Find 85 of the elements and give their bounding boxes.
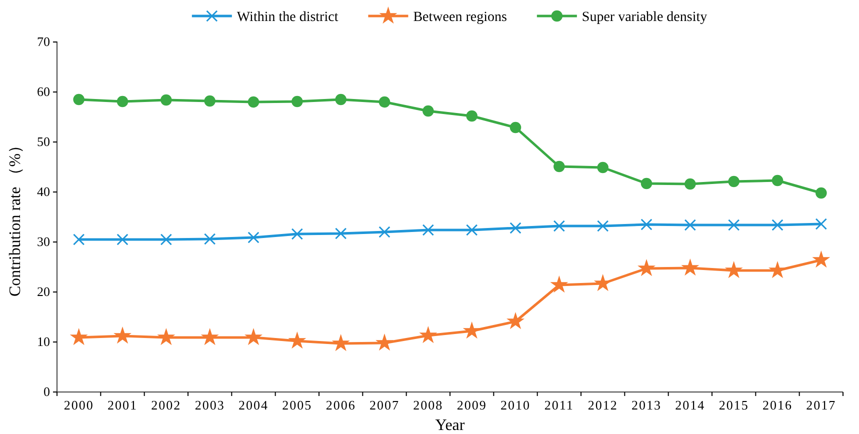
point xyxy=(160,234,172,246)
point xyxy=(70,328,88,346)
point xyxy=(334,228,347,240)
point xyxy=(116,96,128,108)
x-tick-label: 2017 xyxy=(806,397,836,412)
point xyxy=(684,219,696,231)
point xyxy=(248,96,260,108)
y-tick-label: 70 xyxy=(37,34,50,50)
x-tick-label: 2012 xyxy=(588,397,618,412)
x-tick-label: 2013 xyxy=(632,397,662,412)
point xyxy=(248,232,260,244)
point xyxy=(116,234,128,246)
point xyxy=(200,328,219,346)
legend-label: Within the district xyxy=(236,10,338,25)
point xyxy=(160,94,172,106)
point xyxy=(466,110,478,122)
point xyxy=(506,312,524,330)
point xyxy=(462,322,481,339)
x-tick-label: 2010 xyxy=(500,397,530,412)
point xyxy=(640,178,652,190)
x-axis-title: Year xyxy=(435,417,466,434)
x-tick-label: 2003 xyxy=(194,397,225,412)
x-tick-label: 2009 xyxy=(456,397,487,412)
point xyxy=(550,276,568,293)
y-axis-title: Contribution rate （%） xyxy=(7,137,24,297)
y-tick-label: 30 xyxy=(37,234,50,250)
point xyxy=(335,94,346,106)
point xyxy=(419,326,438,344)
point xyxy=(553,220,566,232)
y-tick-label: 0 xyxy=(44,384,50,400)
x-tick-label: 2007 xyxy=(370,397,400,412)
y-tick-label: 60 xyxy=(37,84,50,100)
x-tick-label: 2015 xyxy=(718,397,749,412)
y-tick-label: 20 xyxy=(37,284,50,300)
point xyxy=(768,261,786,278)
point xyxy=(332,334,350,352)
x-tick-label: 2001 xyxy=(108,397,138,412)
point xyxy=(157,328,176,346)
point xyxy=(378,226,390,238)
y-tick-label: 50 xyxy=(37,134,50,150)
x-tick-label: 2002 xyxy=(151,397,182,412)
point xyxy=(638,259,656,276)
point xyxy=(422,105,434,117)
point xyxy=(681,258,700,276)
point xyxy=(204,233,216,245)
point xyxy=(376,334,394,351)
point xyxy=(772,174,784,186)
y-tick-label: 10 xyxy=(37,334,50,350)
legend-label: Super variable density xyxy=(582,10,708,25)
point xyxy=(204,95,216,107)
point xyxy=(640,218,652,230)
point xyxy=(114,326,132,344)
y-tick-label: 40 xyxy=(37,184,50,200)
point xyxy=(728,219,740,231)
point xyxy=(510,122,522,134)
x-tick-label: 2011 xyxy=(544,397,574,412)
point xyxy=(292,96,303,108)
point xyxy=(510,222,522,234)
x-tick-label: 2004 xyxy=(238,397,268,412)
point xyxy=(596,220,609,232)
x-tick-label: 2005 xyxy=(282,397,312,412)
x-tick-label: 2008 xyxy=(413,397,444,412)
point xyxy=(724,261,743,278)
x-tick-label: 2016 xyxy=(762,397,792,412)
x-tick-label: 2006 xyxy=(326,397,356,412)
x-tick-label: 2000 xyxy=(64,397,94,412)
legend-label: Between regions xyxy=(413,10,507,25)
x-tick-label: 2014 xyxy=(675,397,706,412)
point xyxy=(554,160,565,172)
point xyxy=(466,224,478,236)
point xyxy=(594,274,612,292)
point xyxy=(812,250,830,268)
point xyxy=(73,94,84,106)
point xyxy=(244,328,262,346)
point xyxy=(816,187,827,199)
point xyxy=(772,219,784,231)
point xyxy=(684,178,696,190)
point xyxy=(815,218,828,230)
point xyxy=(597,162,608,174)
point xyxy=(728,176,740,188)
point xyxy=(72,234,85,246)
point xyxy=(422,224,434,236)
point xyxy=(378,96,390,108)
point xyxy=(288,332,306,349)
point xyxy=(291,228,304,240)
